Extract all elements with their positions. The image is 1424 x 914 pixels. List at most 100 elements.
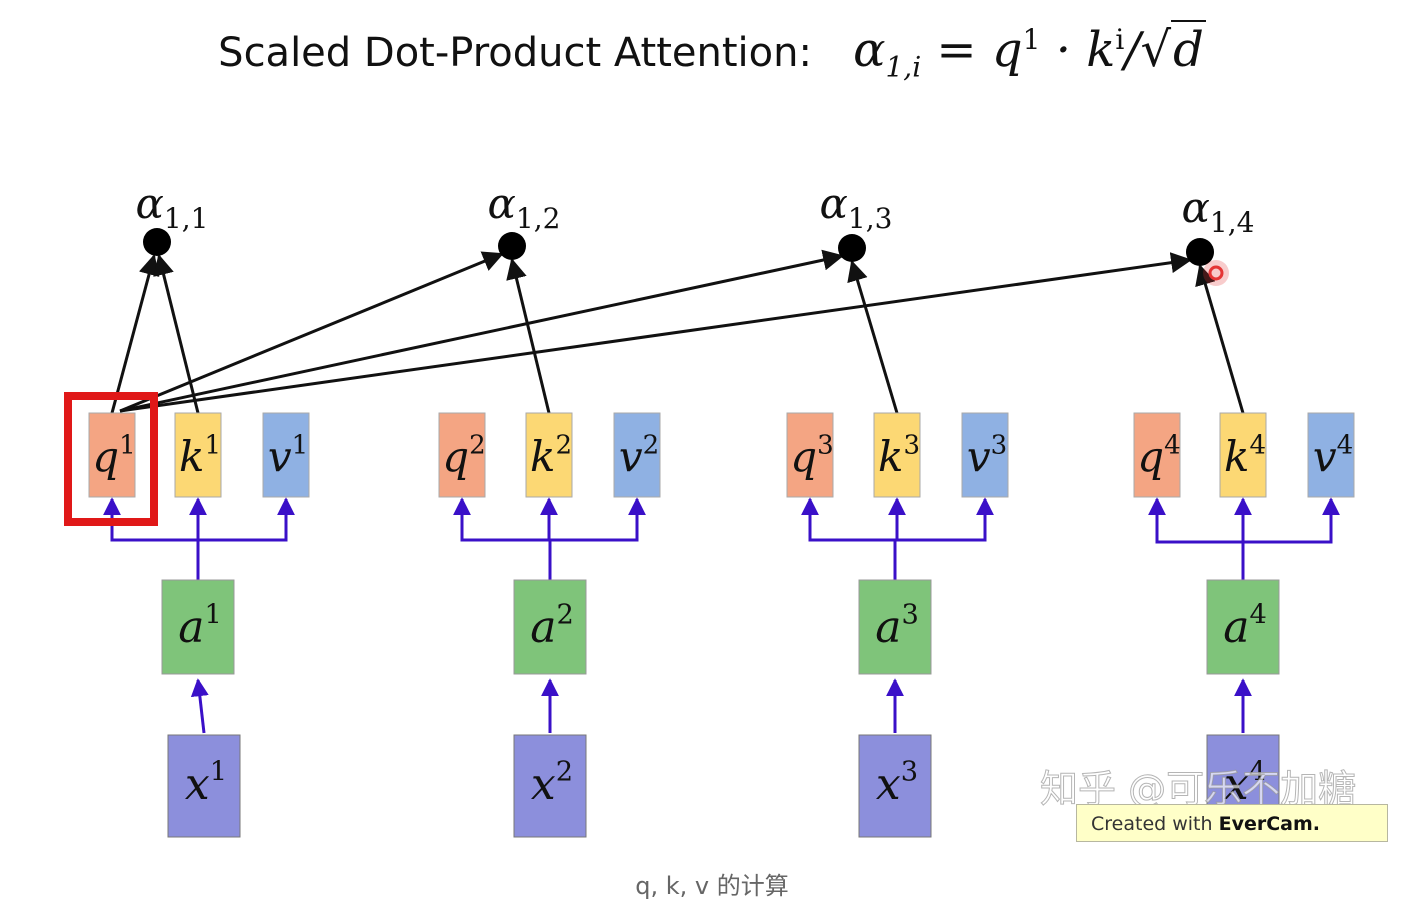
alpha-label-sub: 1,2 (516, 202, 561, 235)
x-label-3-base: x (876, 759, 901, 810)
formula-q-sup: 1 (1022, 23, 1041, 56)
formula-q: q (991, 22, 1023, 78)
x-label-4: x4 (1224, 757, 1266, 810)
arrow-k4-alpha14 (1195, 263, 1245, 414)
alpha-label-2: α1,2 (488, 179, 561, 235)
q-label-2: q2 (442, 430, 485, 481)
a-label-3-base: a (875, 602, 901, 653)
a-label-2-sup: 2 (556, 600, 573, 631)
alpha-label-base: α (488, 179, 516, 228)
alpha-label-base: α (820, 179, 848, 228)
formula-slash: / (1124, 22, 1141, 78)
formula-sqrt-symbol: √ (1140, 22, 1172, 78)
k-label-2-sup: 2 (555, 430, 572, 460)
v-label-1-sup: 1 (292, 430, 309, 460)
v-box-1 (262, 412, 310, 498)
x-label-2-base: x (531, 759, 556, 810)
k-label-3-base: k (878, 432, 903, 481)
v-label-2-base: v (619, 432, 643, 481)
x-label-3: x3 (876, 757, 918, 810)
v-label-3-base: v (967, 432, 991, 481)
a-label-3: a3 (875, 600, 919, 653)
alpha-node-3 (838, 234, 866, 262)
q-label-1-base: q (92, 432, 119, 481)
q-box-2 (438, 412, 486, 498)
q-label-2-base: q (442, 432, 469, 481)
x-box-2 (513, 734, 587, 838)
arrow-q1-alpha12 (119, 251, 504, 413)
a-label-4-base: a (1223, 602, 1249, 653)
k-label-1-sup: 1 (204, 430, 221, 460)
formula-equals: = (936, 22, 977, 78)
formula-sqrt-arg: d (1171, 20, 1206, 78)
slide-title: Scaled Dot-Product Attention: α1,i = q1 … (0, 20, 1424, 84)
formula-alpha: α (853, 22, 886, 78)
q-label-4-sup: 4 (1164, 430, 1181, 460)
arrow-x1-a1 (190, 678, 209, 734)
q-label-2-sup: 2 (469, 430, 486, 460)
x-label-2-sup: 2 (556, 757, 573, 788)
k-label-1-base: k (179, 432, 204, 481)
a-box-2 (513, 579, 587, 675)
q-box-1 (88, 412, 136, 498)
k-box-3 (873, 412, 921, 498)
arrow-q1-alpha14 (119, 252, 1193, 413)
v-label-1: v1 (268, 430, 308, 481)
evercam-prefix: Created with (1091, 813, 1219, 835)
alpha-label-base: α (1182, 183, 1210, 232)
k-label-4-sup: 4 (1249, 430, 1266, 460)
arrow-q1-alpha13 (119, 249, 845, 413)
v-box-3 (961, 412, 1009, 498)
q-label-3-sup: 3 (817, 430, 834, 460)
alpha-node-4 (1186, 238, 1214, 266)
k-label-3-sup: 3 (903, 430, 920, 460)
q-label-1: q1 (92, 430, 135, 481)
q-box-4 (1133, 412, 1181, 498)
x-label-1-sup: 1 (210, 757, 227, 788)
x-label-1: x1 (185, 757, 227, 810)
q-label-1-sup: 1 (119, 430, 136, 460)
x-box-3 (858, 734, 932, 838)
k-box-4 (1219, 412, 1267, 498)
cursor-ring (1208, 265, 1224, 281)
k-label-4-base: k (1224, 432, 1249, 481)
a-box-4 (1206, 579, 1280, 675)
x-label-4-base: x (1224, 759, 1249, 810)
v-label-2-sup: 2 (643, 430, 660, 460)
alpha-label-3: α1,3 (820, 179, 893, 235)
k-label-2-base: k (530, 432, 555, 481)
alpha-label-base: α (136, 179, 164, 228)
a-label-4-sup: 4 (1249, 600, 1266, 631)
q-box-3 (786, 412, 834, 498)
alpha-label-sub: 1,3 (848, 202, 893, 235)
v-label-4: v4 (1313, 430, 1353, 481)
formula-k-sup: i (1115, 23, 1125, 56)
a-label-1: a1 (178, 600, 222, 653)
v-label-1-base: v (268, 432, 292, 481)
v-box-4 (1307, 412, 1355, 498)
a-label-2-base: a (530, 602, 556, 653)
k-label-3: k3 (878, 430, 920, 481)
k-box-1 (174, 412, 222, 498)
k-label-2: k2 (530, 430, 572, 481)
a-box-1 (161, 579, 235, 675)
formula-k: k (1086, 22, 1116, 78)
v-label-3-sup: 3 (991, 430, 1008, 460)
formula-alpha-sub: 1,i (885, 50, 922, 84)
arrow-k3-alpha13 (847, 259, 899, 414)
v-box-2 (613, 412, 661, 498)
alpha-label-sub: 1,1 (164, 202, 209, 235)
a-label-2: a2 (530, 600, 574, 653)
arrow-q1-alpha11 (110, 253, 160, 414)
evercam-brand: EverCam. (1218, 813, 1320, 835)
k-label-4: k4 (1224, 430, 1266, 481)
alpha-label-4: α1,4 (1182, 183, 1255, 239)
alpha-label-sub: 1,4 (1210, 206, 1255, 239)
q-label-4-base: q (1137, 432, 1164, 481)
q-label-3: q3 (790, 430, 833, 481)
x-label-3-sup: 3 (901, 757, 918, 788)
q-label-3-base: q (790, 432, 817, 481)
v-label-4-sup: 4 (1337, 430, 1354, 460)
a-label-4: a4 (1223, 600, 1267, 653)
